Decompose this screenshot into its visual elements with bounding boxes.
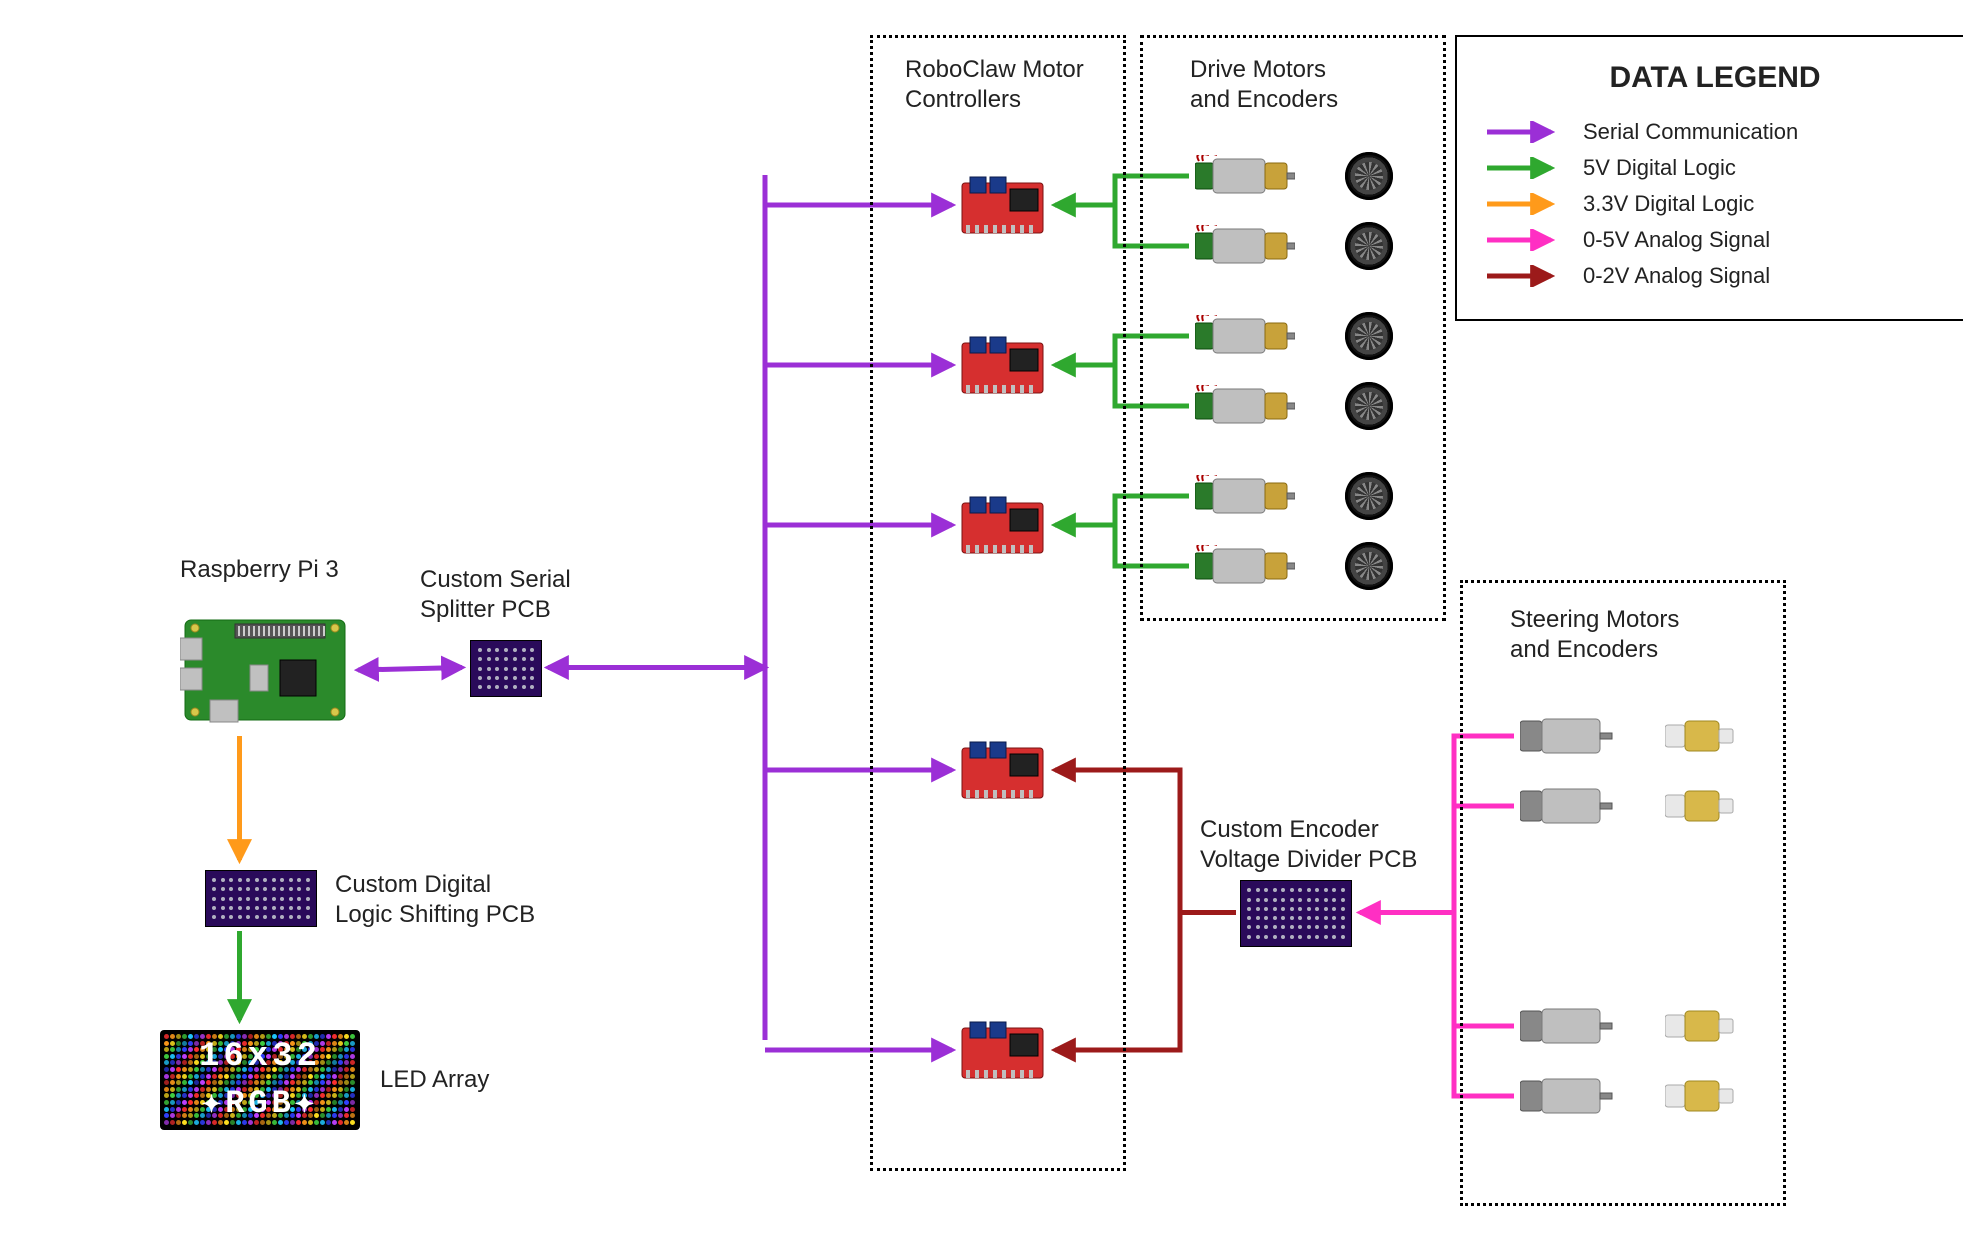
roboclaw-1-icon <box>960 175 1045 235</box>
legend-row: 0-5V Analog Signal <box>1485 227 1945 253</box>
drive-wheel-2-icon <box>1345 222 1393 270</box>
drive-motor-4-icon <box>1195 385 1295 427</box>
voltage-divider-pcb-icon <box>1240 880 1352 947</box>
legend-row: 0-2V Analog Signal <box>1485 263 1945 289</box>
steering-encoder-2-icon <box>1665 785 1735 827</box>
drive-wheel-3-icon <box>1345 312 1393 360</box>
steering-motor-2-icon <box>1520 785 1620 827</box>
legend-row: Serial Communication <box>1485 119 1945 145</box>
steering-motor-3-icon <box>1520 1005 1620 1047</box>
drive-motor-3-icon <box>1195 315 1295 357</box>
steering-motor-1-icon <box>1520 715 1620 757</box>
legend-item-label: 5V Digital Logic <box>1583 155 1736 181</box>
legend-item-label: 3.3V Digital Logic <box>1583 191 1754 217</box>
drive-motor-1-icon <box>1195 155 1295 197</box>
drive-wheel-4-icon <box>1345 382 1393 430</box>
conn-rpi-splitter <box>358 668 462 671</box>
diagram-stage: Raspberry Pi 3 Custom SerialSplitter PCB C… <box>0 0 1963 1258</box>
drive-wheel-6-icon <box>1345 542 1393 590</box>
legend-row: 5V Digital Logic <box>1485 155 1945 181</box>
steer-label: Steering Motorsand Encoders <box>1510 605 1679 665</box>
legend: DATA LEGEND Serial Communication 5V Digita… <box>1455 35 1963 321</box>
ledarray-label: LED Array <box>380 1065 489 1095</box>
divider-label: Custom EncoderVoltage Divider PCB <box>1200 815 1417 875</box>
rpi-label: Raspberry Pi 3 <box>180 555 339 585</box>
drive-motor-5-icon <box>1195 475 1295 517</box>
legend-row: 3.3V Digital Logic <box>1485 191 1945 217</box>
steering-encoder-4-icon <box>1665 1075 1735 1117</box>
led-array-icon: 16x32 ✦RGB✦ <box>160 1030 360 1130</box>
legend-title: DATA LEGEND <box>1485 61 1945 95</box>
steering-encoder-1-icon <box>1665 715 1735 757</box>
drive-motor-6-icon <box>1195 545 1295 587</box>
drive-wheel-1-icon <box>1345 152 1393 200</box>
roboclaw-label: RoboClaw MotorControllers <box>905 55 1084 115</box>
drive-motor-2-icon <box>1195 225 1295 267</box>
steering-motor-4-icon <box>1520 1075 1620 1117</box>
steering-motors-group-box <box>1460 580 1786 1206</box>
roboclaw-3-icon <box>960 495 1045 555</box>
splitter-label: Custom SerialSplitter PCB <box>420 565 571 625</box>
drive-label: Drive Motorsand Encoders <box>1190 55 1338 115</box>
roboclaw-5-icon <box>960 1020 1045 1080</box>
steering-encoder-3-icon <box>1665 1005 1735 1047</box>
legend-item-label: 0-2V Analog Signal <box>1583 263 1770 289</box>
roboclaw-4-icon <box>960 740 1045 800</box>
led-array-text-1: 16x32 <box>160 1038 360 1076</box>
raspberry-pi-icon <box>180 610 350 730</box>
shifter-label: Custom DigitalLogic Shifting PCB <box>335 870 535 930</box>
legend-item-label: 0-5V Analog Signal <box>1583 227 1770 253</box>
legend-item-label: Serial Communication <box>1583 119 1798 145</box>
roboclaw-2-icon <box>960 335 1045 395</box>
drive-wheel-5-icon <box>1345 472 1393 520</box>
logic-shifter-pcb-icon <box>205 870 317 927</box>
serial-splitter-pcb-icon <box>470 640 542 697</box>
led-array-text-2: ✦RGB✦ <box>160 1082 360 1122</box>
